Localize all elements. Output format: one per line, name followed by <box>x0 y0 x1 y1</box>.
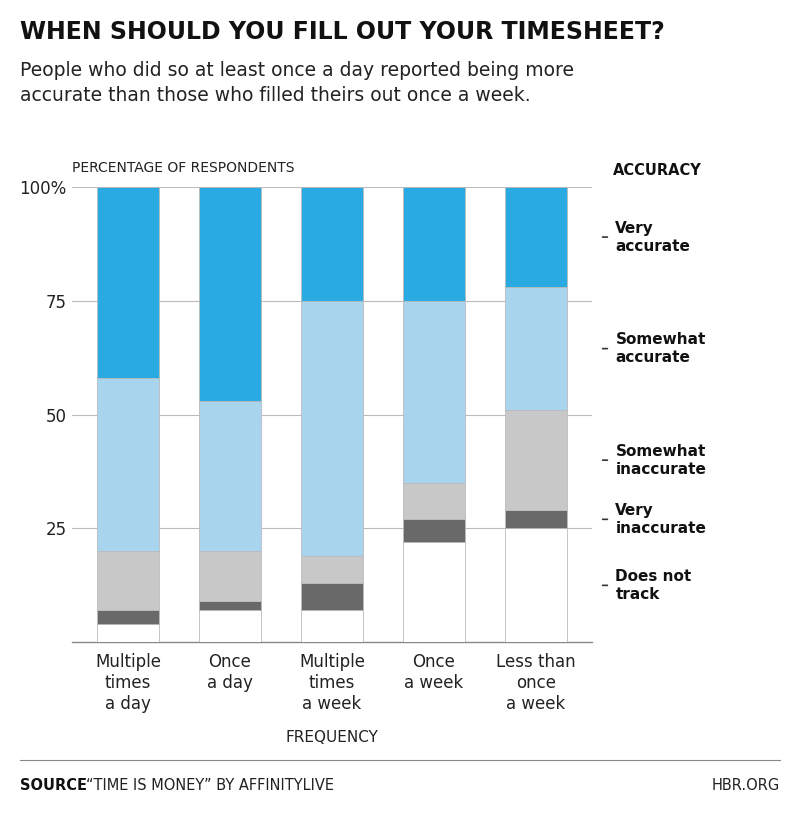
Text: Very
inaccurate: Very inaccurate <box>615 503 706 536</box>
Bar <box>199 551 261 602</box>
Bar <box>302 187 362 301</box>
Bar <box>403 301 465 483</box>
Bar <box>506 410 566 511</box>
Bar <box>98 551 158 611</box>
Bar <box>199 611 261 642</box>
Bar <box>98 187 158 378</box>
Text: “TIME IS MONEY” BY AFFINITYLIVE: “TIME IS MONEY” BY AFFINITYLIVE <box>86 778 334 793</box>
Bar <box>403 483 465 520</box>
Bar <box>506 511 566 528</box>
Text: ACCURACY: ACCURACY <box>613 163 702 178</box>
Bar <box>199 401 261 551</box>
Bar <box>199 602 261 611</box>
Bar <box>403 520 465 542</box>
Bar <box>506 287 566 410</box>
Bar <box>302 301 362 556</box>
Bar <box>302 583 362 611</box>
Bar <box>199 187 261 401</box>
Text: People who did so at least once a day reported being more
accurate than those wh: People who did so at least once a day re… <box>20 61 574 105</box>
Text: SOURCE: SOURCE <box>20 778 87 793</box>
X-axis label: FREQUENCY: FREQUENCY <box>286 729 378 745</box>
Bar <box>98 624 158 642</box>
Bar <box>302 611 362 642</box>
Text: Somewhat
accurate: Somewhat accurate <box>615 333 706 365</box>
Text: Very
accurate: Very accurate <box>615 220 690 254</box>
Bar <box>403 542 465 642</box>
Bar <box>98 611 158 624</box>
Text: PERCENTAGE OF RESPONDENTS: PERCENTAGE OF RESPONDENTS <box>72 161 294 175</box>
Bar <box>403 187 465 301</box>
Bar <box>506 528 566 642</box>
Text: Somewhat
inaccurate: Somewhat inaccurate <box>615 444 706 476</box>
Text: Does not
track: Does not track <box>615 569 692 602</box>
Bar <box>98 378 158 551</box>
Text: HBR.ORG: HBR.ORG <box>712 778 780 793</box>
Bar <box>302 556 362 583</box>
Bar <box>506 187 566 287</box>
Text: WHEN SHOULD YOU FILL OUT YOUR TIMESHEET?: WHEN SHOULD YOU FILL OUT YOUR TIMESHEET? <box>20 20 665 45</box>
